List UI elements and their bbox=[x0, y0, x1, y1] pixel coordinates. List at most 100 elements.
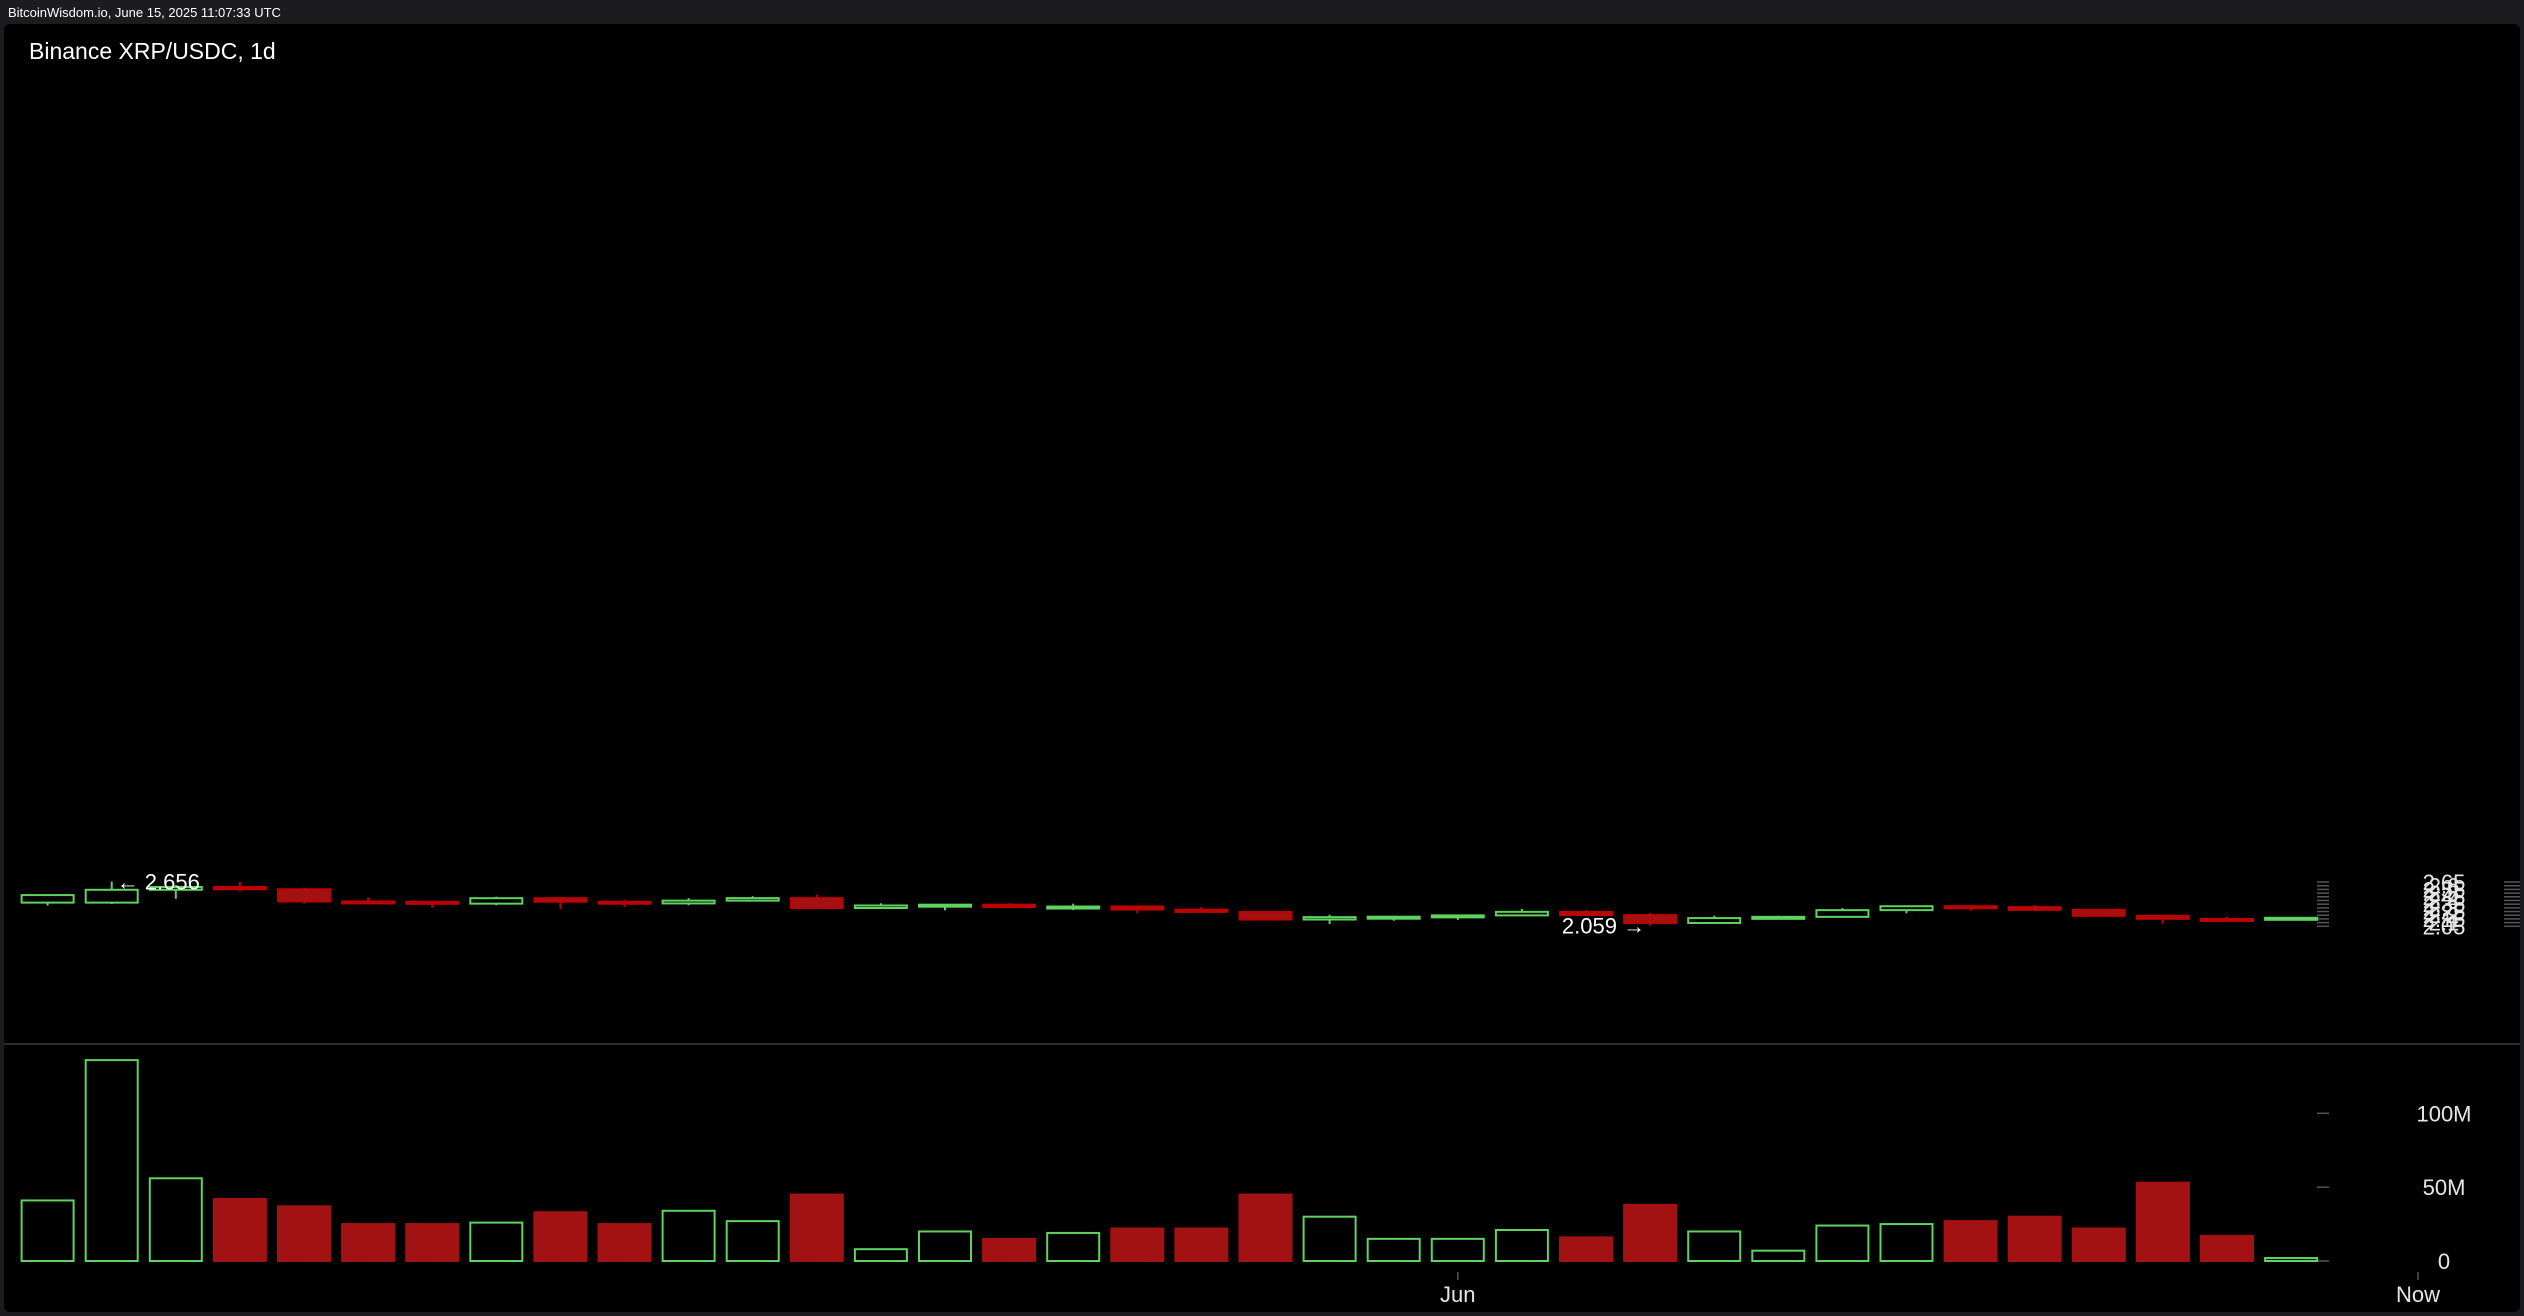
volume-bar bbox=[277, 1205, 331, 1262]
price-annotation: ← 2.656 bbox=[117, 870, 200, 895]
candle bbox=[918, 903, 972, 911]
volume-bar bbox=[2200, 1234, 2254, 1262]
candle bbox=[982, 903, 1037, 908]
candle-body bbox=[1430, 914, 1485, 919]
volume-tick-label: 100M bbox=[2416, 1101, 2471, 1126]
price-tick-label: 2.4 bbox=[2429, 888, 2460, 913]
volume-bar bbox=[982, 1237, 1037, 1262]
candle-body bbox=[148, 885, 203, 891]
candle-body bbox=[341, 900, 396, 905]
candle bbox=[661, 898, 716, 906]
candle bbox=[1943, 905, 1998, 911]
candle bbox=[2135, 914, 2190, 924]
candle bbox=[20, 894, 75, 906]
candle bbox=[1623, 913, 1678, 926]
candle-body bbox=[1751, 915, 1806, 920]
candle-body bbox=[1559, 910, 1613, 917]
volume-bar bbox=[84, 1059, 139, 1263]
candle bbox=[212, 881, 267, 892]
volume-bar bbox=[1943, 1220, 1998, 1262]
time-axis-label: Now bbox=[2396, 1282, 2440, 1307]
candle bbox=[1559, 910, 1613, 917]
candle bbox=[1687, 915, 1742, 924]
candle bbox=[1751, 915, 1806, 920]
candle bbox=[1815, 908, 1870, 918]
volume-bar bbox=[533, 1211, 588, 1263]
candle bbox=[1494, 908, 1549, 917]
candle-body bbox=[918, 903, 972, 908]
candle bbox=[1174, 906, 1229, 913]
price-tick-label: 2.45 bbox=[2423, 885, 2466, 910]
candle-body bbox=[1238, 910, 1293, 921]
price-tick-label: 2.2 bbox=[2429, 903, 2460, 928]
volume-bar bbox=[725, 1220, 780, 1262]
candle-body bbox=[725, 897, 780, 902]
volume-tick-label: 0 bbox=[2438, 1249, 2450, 1274]
candle bbox=[469, 896, 524, 906]
candle bbox=[1238, 910, 1293, 921]
candle bbox=[84, 881, 139, 904]
price-tick-label: 2.15 bbox=[2423, 907, 2466, 932]
price-tick-label: 2.55 bbox=[2423, 877, 2466, 902]
time-axis-label: Jun bbox=[1440, 1282, 1475, 1307]
price-tick-label: 2.35 bbox=[2423, 892, 2466, 917]
volume-bar bbox=[661, 1209, 716, 1262]
candle-body bbox=[20, 894, 75, 904]
price-annotations: ← 2.656 2.059 → bbox=[117, 870, 1645, 939]
candle bbox=[405, 900, 460, 908]
volume-bar bbox=[20, 1199, 75, 1262]
volume-bar bbox=[1623, 1203, 1678, 1263]
volume-bar bbox=[1687, 1230, 1742, 1262]
volume-bar bbox=[1238, 1193, 1293, 1263]
candle-body bbox=[277, 888, 331, 903]
price-tick-label: 2.25 bbox=[2423, 900, 2466, 925]
source-line: BitcoinWisdom.io, June 15, 2025 11:07:33… bbox=[8, 5, 281, 20]
price-tick-label: 2.05 bbox=[2423, 914, 2466, 939]
chart-frame: Binance XRP/USDC, 1d 2.65 2.6 2.55 2.5 2.45 2… bbox=[4, 24, 2520, 1312]
candle bbox=[1302, 914, 1357, 925]
candle bbox=[725, 896, 780, 902]
candle bbox=[2007, 904, 2062, 912]
candle bbox=[1430, 914, 1485, 920]
candle-body bbox=[597, 900, 652, 905]
top-bar: BitcoinWisdom.io, June 15, 2025 11:07:33… bbox=[0, 0, 2524, 24]
candle-body bbox=[2135, 914, 2190, 920]
candle-body bbox=[1302, 916, 1357, 921]
candle-body bbox=[661, 899, 716, 905]
candle-body bbox=[1943, 905, 1998, 910]
candle bbox=[853, 903, 908, 909]
candle bbox=[1110, 905, 1165, 914]
volume-bar bbox=[2071, 1227, 2126, 1262]
candle bbox=[148, 885, 203, 899]
volume-bar bbox=[1559, 1236, 1613, 1263]
volume-bar bbox=[1494, 1228, 1549, 1263]
volume-bar bbox=[1302, 1215, 1357, 1262]
candle bbox=[2264, 916, 2319, 921]
candle-body bbox=[1687, 917, 1742, 924]
candlestick-chart[interactable]: Binance XRP/USDC, 1d 2.652.62.552.52.452… bbox=[4, 24, 2520, 1312]
volume-bar bbox=[1815, 1224, 1870, 1263]
candle bbox=[1046, 903, 1101, 910]
candle-body bbox=[533, 897, 588, 903]
candle-body bbox=[405, 900, 460, 905]
candle bbox=[597, 899, 652, 907]
candle-body bbox=[2200, 917, 2254, 922]
candle-body bbox=[853, 904, 908, 909]
candle-body bbox=[2007, 906, 2062, 911]
candle-body bbox=[1174, 908, 1229, 913]
volume-bar bbox=[469, 1221, 524, 1263]
candle-body bbox=[84, 888, 139, 904]
volume-bar bbox=[1751, 1249, 1806, 1263]
volume-bar bbox=[1879, 1223, 1934, 1262]
candle-body bbox=[2071, 908, 2126, 917]
volume-bar bbox=[1430, 1237, 1485, 1262]
volume-bar bbox=[2007, 1215, 2062, 1262]
chart-title: Binance XRP/USDC, 1d bbox=[29, 38, 276, 64]
candle-body bbox=[1623, 914, 1678, 924]
price-tick-label: 2.3 bbox=[2429, 896, 2460, 921]
volume-bar bbox=[2135, 1181, 2190, 1262]
volume-bar bbox=[2264, 1257, 2319, 1263]
volume-axis: 100M 50M 0 bbox=[2317, 1101, 2472, 1274]
price-tick-label: 2.65 bbox=[2423, 870, 2466, 895]
price-axis: 2.652.62.552.52.452.42.352.32.252.22.152… bbox=[2317, 870, 2520, 939]
